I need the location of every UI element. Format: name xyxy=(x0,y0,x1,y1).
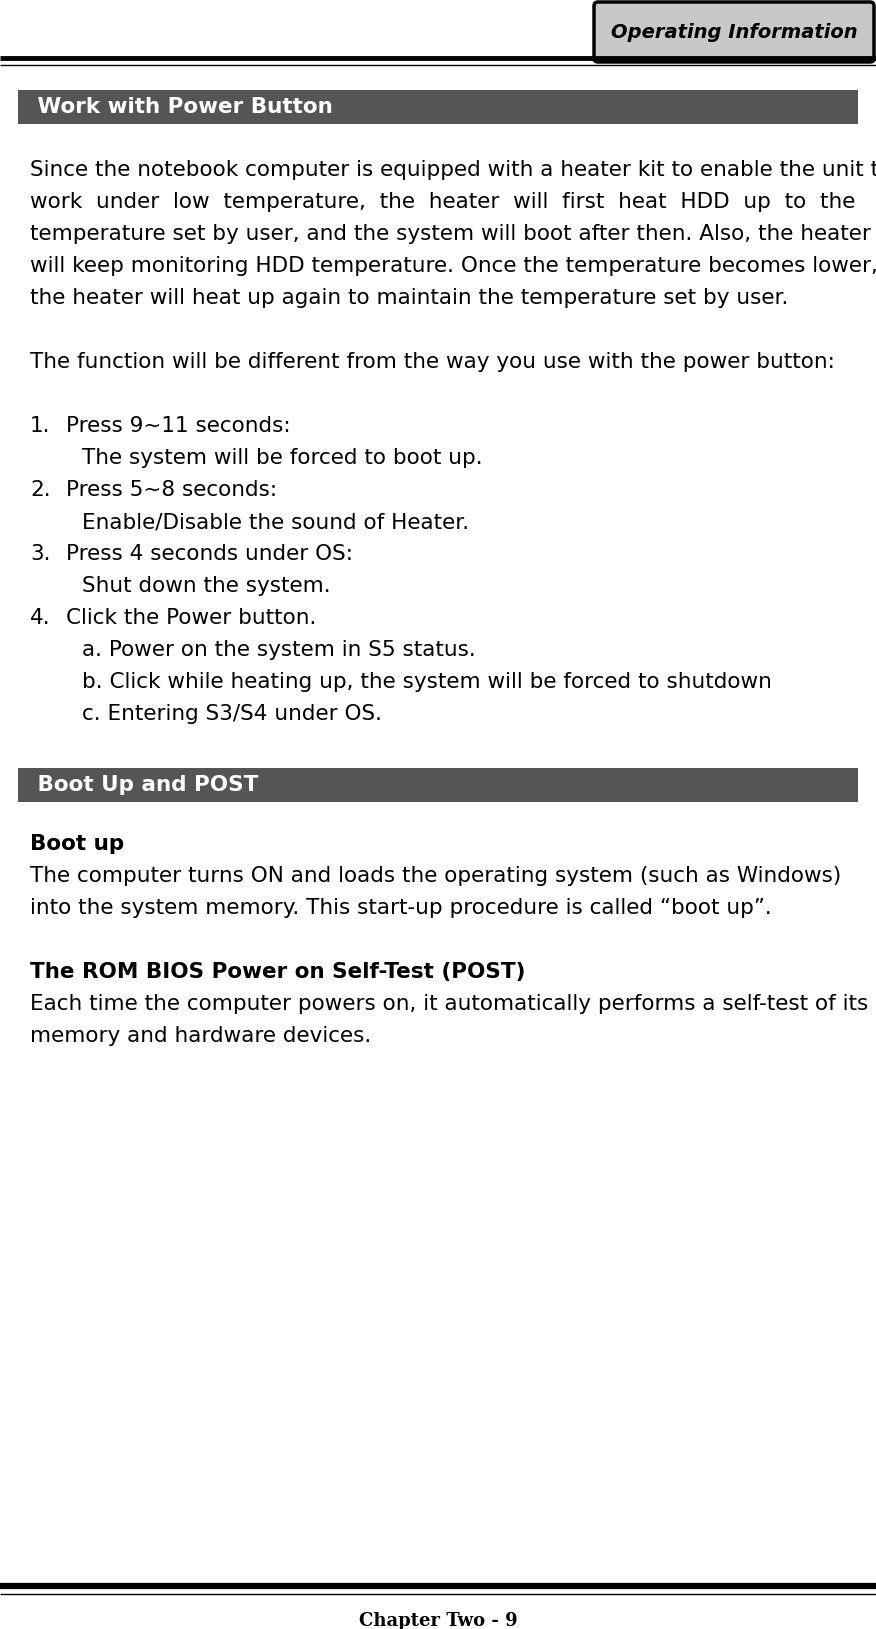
Text: Boot Up and POST: Boot Up and POST xyxy=(30,775,258,795)
Text: The function will be different from the way you use with the power button:: The function will be different from the … xyxy=(30,352,835,371)
Text: Shut down the system.: Shut down the system. xyxy=(82,577,330,596)
Text: Press 4 seconds under OS:: Press 4 seconds under OS: xyxy=(66,544,353,564)
Text: 2.: 2. xyxy=(30,481,51,500)
Text: 4.: 4. xyxy=(30,608,51,629)
Text: Operating Information: Operating Information xyxy=(611,23,858,41)
Text: c. Entering S3/S4 under OS.: c. Entering S3/S4 under OS. xyxy=(82,704,382,723)
Text: The computer turns ON and loads the operating system (such as Windows): The computer turns ON and loads the oper… xyxy=(30,867,841,886)
Text: the heater will heat up again to maintain the temperature set by user.: the heater will heat up again to maintai… xyxy=(30,288,788,308)
Text: temperature set by user, and the system will boot after then. Also, the heater: temperature set by user, and the system … xyxy=(30,225,871,244)
Text: Enable/Disable the sound of Heater.: Enable/Disable the sound of Heater. xyxy=(82,512,470,533)
Text: b. Click while heating up, the system will be forced to shutdown: b. Click while heating up, the system wi… xyxy=(82,673,772,692)
Text: Press 9~11 seconds:: Press 9~11 seconds: xyxy=(66,415,291,437)
Text: work  under  low  temperature,  the  heater  will  first  heat  HDD  up  to  the: work under low temperature, the heater w… xyxy=(30,192,855,212)
Bar xyxy=(18,767,858,801)
Text: Click the Power button.: Click the Power button. xyxy=(66,608,316,629)
Text: The system will be forced to boot up.: The system will be forced to boot up. xyxy=(82,448,483,468)
Text: Since the notebook computer is equipped with a heater kit to enable the unit to: Since the notebook computer is equipped … xyxy=(30,160,876,179)
Text: 3.: 3. xyxy=(30,544,51,564)
Text: Chapter Two - 9: Chapter Two - 9 xyxy=(358,1613,518,1629)
Text: The ROM BIOS Power on Self-Test (POST): The ROM BIOS Power on Self-Test (POST) xyxy=(30,963,526,982)
Text: Work with Power Button: Work with Power Button xyxy=(30,98,333,117)
Text: will keep monitoring HDD temperature. Once the temperature becomes lower,: will keep monitoring HDD temperature. On… xyxy=(30,256,876,275)
Text: a. Power on the system in S5 status.: a. Power on the system in S5 status. xyxy=(82,640,476,660)
Text: Press 5~8 seconds:: Press 5~8 seconds: xyxy=(66,481,277,500)
Text: Each time the computer powers on, it automatically performs a self-test of its: Each time the computer powers on, it aut… xyxy=(30,994,868,1013)
Text: memory and hardware devices.: memory and hardware devices. xyxy=(30,1026,371,1046)
Bar xyxy=(18,90,858,124)
Text: Boot up: Boot up xyxy=(30,834,124,854)
Text: 1.: 1. xyxy=(30,415,51,437)
FancyBboxPatch shape xyxy=(594,2,874,62)
Text: into the system memory. This start-up procedure is called “boot up”.: into the system memory. This start-up pr… xyxy=(30,898,772,919)
